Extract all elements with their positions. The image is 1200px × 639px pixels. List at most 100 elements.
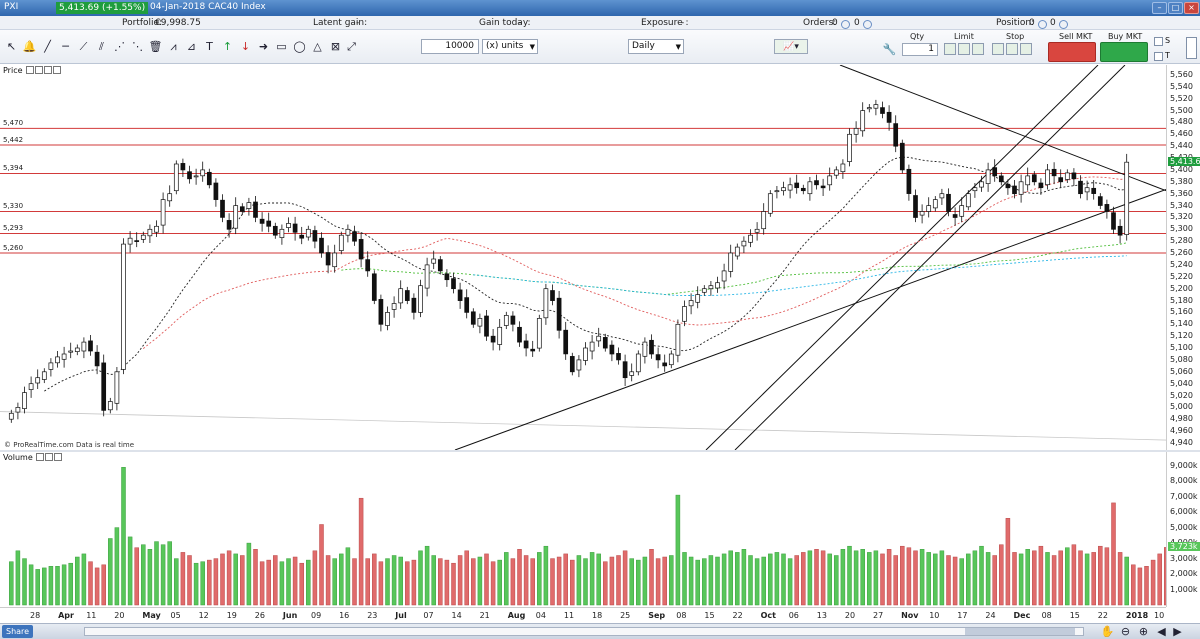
channel-tool-icon[interactable]: ⫽ [99, 40, 104, 53]
t-checkbox[interactable] [1154, 52, 1163, 61]
wrench-icon[interactable]: 🔧 [882, 43, 897, 56]
candle-body [213, 182, 219, 200]
minimize-button[interactable]: – [1152, 2, 1167, 14]
trading-panel: 🔧 Qty 1 Limit Stop Sell MKT Buy MKT [878, 32, 1150, 64]
candle-body [913, 195, 918, 218]
volume-axis[interactable]: 9,000k8,000k7,000k6,000k5,000k4,000k3,00… [1166, 452, 1200, 607]
price-pane[interactable]: Price © ProRealTime.com Data is real tim… [0, 64, 1167, 451]
scrollbar-thumb[interactable] [965, 628, 1075, 635]
volume-pane[interactable]: Volume [0, 452, 1169, 607]
volume-bar [939, 550, 945, 606]
measure-tool-icon[interactable]: ⤢ [347, 40, 356, 53]
quantity-input[interactable]: 10000 [421, 39, 479, 54]
date-tick-label: 2018 [1125, 611, 1149, 620]
s-checkbox[interactable] [1154, 37, 1163, 46]
candle-body [1091, 187, 1097, 194]
close-button[interactable]: × [1184, 2, 1199, 14]
rising-trendline [454, 189, 1167, 451]
trendline-icon[interactable]: ⩘ [170, 40, 177, 53]
zoom-in-icon[interactable]: ⊕ [1138, 625, 1149, 638]
price-chart[interactable] [0, 64, 1167, 451]
ray-tool-icon[interactable]: ⟋ [79, 40, 88, 53]
volume-bar [160, 544, 166, 606]
date-axis[interactable]: 28 Apr 11 20 May 05 12 19 26 Jun 09 16 23 Jul 07 14 21 Au… [0, 607, 1166, 623]
volume-chart[interactable] [0, 452, 1169, 607]
pitchfork-icon[interactable]: ⋱ [132, 40, 143, 53]
price-axis[interactable]: 5,5605,5405,5205,5005,4805,4605,4405,420… [1166, 65, 1200, 450]
date-tick-label: Dec [1013, 611, 1031, 620]
horizontal-line-icon[interactable]: ─ [62, 40, 69, 53]
volume-bar [807, 550, 813, 606]
scroll-left-icon[interactable]: ◀ [1157, 625, 1166, 638]
volume-bar [834, 555, 839, 606]
zoom-out-icon[interactable]: ⊖ [1120, 625, 1131, 638]
candle-body [404, 290, 410, 301]
pointer-icon[interactable]: ↖ [6, 40, 17, 53]
text-tool-icon[interactable]: T [206, 40, 213, 53]
share-button[interactable]: Share [2, 625, 34, 638]
add-indicator-icon[interactable] [53, 66, 62, 74]
volume-bar [180, 552, 186, 606]
stop-buy-icon[interactable] [992, 43, 1004, 55]
indicators-menu-icon[interactable]: 📈▾ [774, 39, 808, 54]
volume-bar [457, 555, 463, 606]
price-tick-label: 5,160 [1170, 307, 1193, 317]
fan-tool-icon[interactable]: ⊿ [186, 40, 197, 53]
date-tick-label: 26 [254, 611, 265, 620]
candle-body [246, 202, 252, 209]
close-icon[interactable] [54, 453, 63, 461]
volume-bar [471, 558, 476, 606]
stop-sell-icon[interactable] [1020, 43, 1032, 55]
volume-bar [1150, 559, 1156, 606]
horizontal-scrollbar[interactable] [84, 627, 1084, 636]
volume-bar [721, 553, 727, 606]
units-select[interactable]: (x) units ▼ [482, 39, 538, 54]
stop-middle-icon[interactable] [1006, 43, 1018, 55]
moving-average-200 [473, 255, 1127, 296]
hand-tool-icon[interactable]: ✋ [1100, 625, 1115, 638]
line-tool-icon[interactable]: ╱ [44, 40, 51, 53]
buy-mkt-button[interactable] [1100, 42, 1148, 62]
scroll-right-icon[interactable]: ▶ [1173, 625, 1182, 638]
zoom-tool-icon[interactable]: ⊠ [330, 40, 341, 53]
volume-bar [187, 555, 192, 606]
candle-body [972, 187, 978, 192]
volume-bar [999, 544, 1004, 606]
candle-body [147, 228, 153, 237]
price-tick-label: 5,400 [1170, 164, 1193, 174]
window-icon[interactable] [45, 453, 54, 461]
candle-body [695, 294, 701, 303]
limit-buy-icon[interactable] [944, 43, 956, 55]
maximize-button[interactable]: □ [1168, 2, 1183, 14]
limit-sell-icon[interactable] [972, 43, 984, 55]
candle-body [220, 199, 225, 218]
fibonacci-tool-icon[interactable]: ⋰ [114, 40, 125, 53]
moving-average-100 [341, 242, 1127, 295]
volume-bar [1038, 545, 1044, 606]
trash-icon[interactable]: 🗑 [148, 40, 163, 53]
triangle-tool-icon[interactable]: △ [313, 40, 322, 53]
sell-arrow-icon[interactable]: ↓ [240, 40, 251, 53]
volume-bar [794, 555, 799, 606]
ellipse-tool-icon[interactable]: ◯ [293, 40, 306, 53]
limit-middle-icon[interactable] [958, 43, 970, 55]
volume-bar [1084, 553, 1090, 606]
pane-divider[interactable] [0, 450, 1200, 452]
wrench-icon[interactable] [36, 453, 45, 461]
alert-bell-icon[interactable]: 🔔 [22, 40, 37, 53]
rectangle-tool-icon[interactable]: ▭ [276, 40, 287, 53]
wrench-icon[interactable] [26, 66, 35, 74]
plus-icon[interactable] [44, 66, 53, 74]
date-tick-label: 08 [1041, 611, 1052, 620]
forward-arrow-icon[interactable]: ➜ [258, 40, 269, 53]
panel-collapse-button[interactable] [1186, 37, 1197, 59]
window-icon[interactable] [35, 66, 44, 74]
date-tick-label: 17 [957, 611, 968, 620]
buy-arrow-icon[interactable]: ↑ [222, 40, 233, 53]
volume-bar [860, 549, 865, 606]
candle-body [708, 285, 714, 290]
qty-input[interactable]: 1 [902, 43, 938, 56]
period-select[interactable]: Daily ▼ [628, 39, 684, 54]
sell-mkt-button[interactable] [1048, 42, 1096, 62]
volume-bar [1144, 566, 1149, 606]
